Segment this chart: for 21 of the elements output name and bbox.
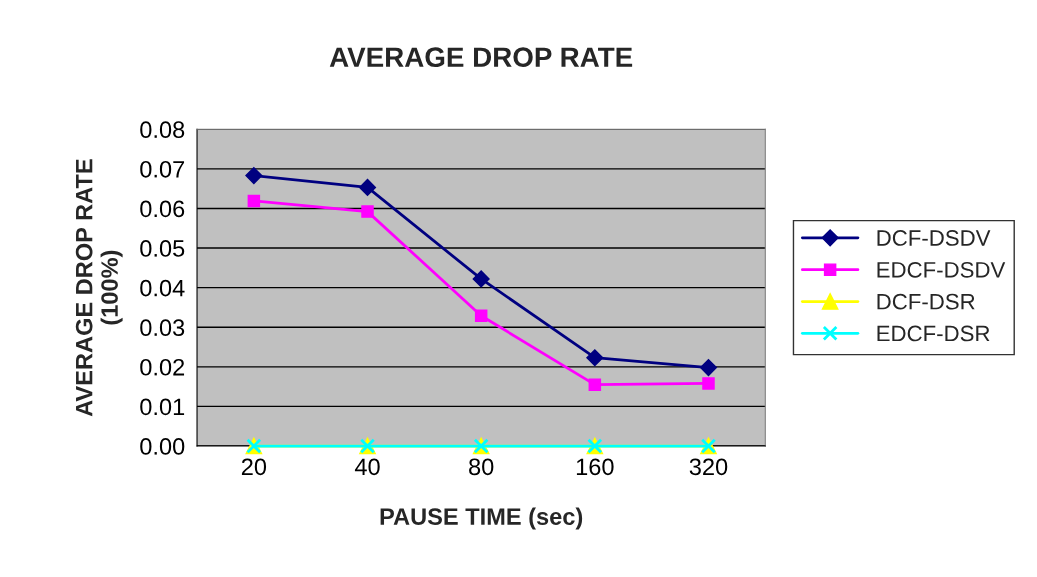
legend-label: EDCF-DSR bbox=[877, 325, 990, 342]
x-tick-label: 160 bbox=[576, 458, 614, 476]
y-tick-label: 0.02 bbox=[140, 358, 185, 376]
y-axis-title: AVERAGE DROP RATE (100%) bbox=[75, 159, 123, 417]
y-tick-label: 0.01 bbox=[140, 398, 185, 416]
legend-label: DCF-DSR bbox=[877, 293, 975, 310]
legend-label: EDCF-DSDV bbox=[877, 261, 1006, 278]
y-tick-label: 0.00 bbox=[140, 438, 185, 455]
x-tick-label: 80 bbox=[469, 458, 494, 476]
y-tick-label: 0.03 bbox=[140, 319, 185, 337]
y-tick-label: 0.04 bbox=[140, 279, 185, 297]
y-tick-label: 0.08 bbox=[140, 121, 185, 139]
y-tick-label: 0.06 bbox=[140, 200, 185, 218]
x-axis-title: PAUSE TIME (sec) bbox=[380, 507, 583, 530]
legend-label: DCF-DSDV bbox=[877, 230, 991, 246]
chart-title: AVERAGE DROP RATE bbox=[329, 47, 633, 68]
y-tick-label: 0.07 bbox=[140, 160, 185, 178]
x-tick-label: 320 bbox=[689, 458, 728, 476]
x-tick-label: 40 bbox=[354, 458, 380, 476]
y-tick-label: 0.05 bbox=[140, 240, 185, 257]
x-tick-label: 20 bbox=[241, 458, 267, 476]
